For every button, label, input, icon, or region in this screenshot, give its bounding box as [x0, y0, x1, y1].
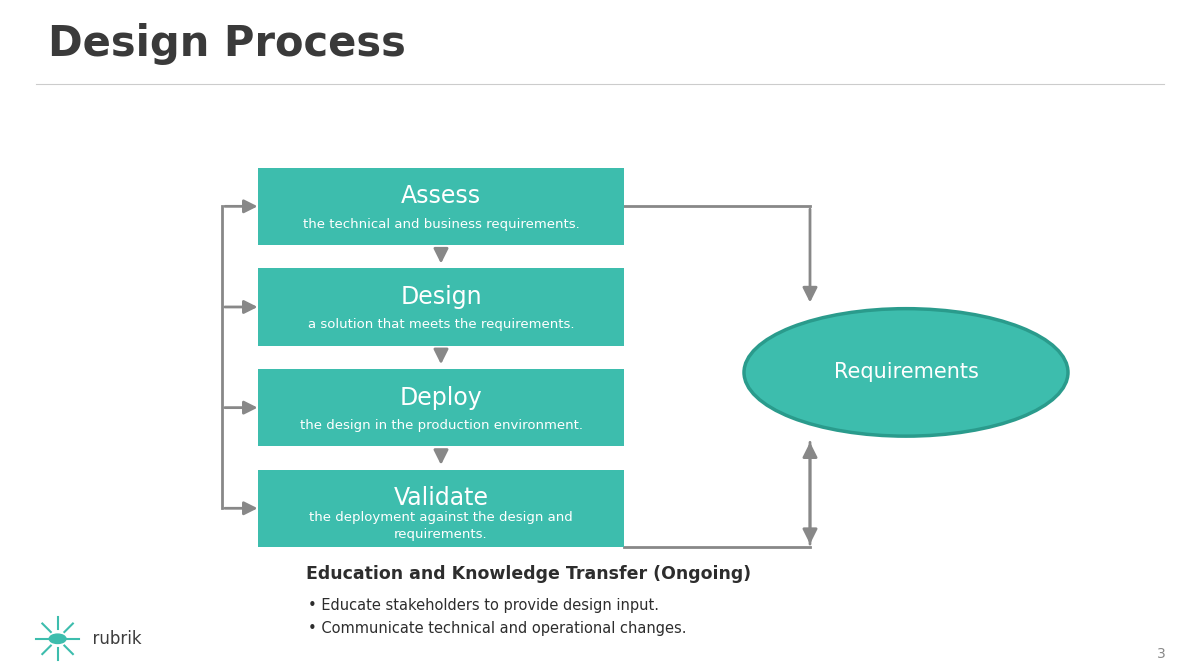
FancyBboxPatch shape — [258, 369, 624, 446]
Text: Design Process: Design Process — [48, 23, 406, 64]
Text: • Communicate technical and operational changes.: • Communicate technical and operational … — [308, 621, 686, 636]
Text: the technical and business requirements.: the technical and business requirements. — [302, 217, 580, 231]
Text: the design in the production environment.: the design in the production environment… — [300, 419, 582, 432]
Ellipse shape — [744, 309, 1068, 436]
Circle shape — [49, 634, 66, 643]
Text: • Educate stakeholders to provide design input.: • Educate stakeholders to provide design… — [308, 598, 660, 613]
Text: Validate: Validate — [394, 486, 488, 510]
Text: Assess: Assess — [401, 185, 481, 208]
FancyBboxPatch shape — [258, 470, 624, 547]
Text: 3: 3 — [1157, 648, 1166, 661]
Text: Education and Knowledge Transfer (Ongoing): Education and Knowledge Transfer (Ongoin… — [306, 565, 751, 582]
Text: Design: Design — [400, 285, 482, 309]
FancyBboxPatch shape — [258, 268, 624, 346]
Text: Requirements: Requirements — [834, 362, 978, 382]
Text: the deployment against the design and
requirements.: the deployment against the design and re… — [310, 511, 572, 541]
Text: rubrik: rubrik — [82, 630, 142, 648]
FancyBboxPatch shape — [258, 168, 624, 245]
Text: Deploy: Deploy — [400, 386, 482, 409]
Text: a solution that meets the requirements.: a solution that meets the requirements. — [307, 318, 575, 331]
